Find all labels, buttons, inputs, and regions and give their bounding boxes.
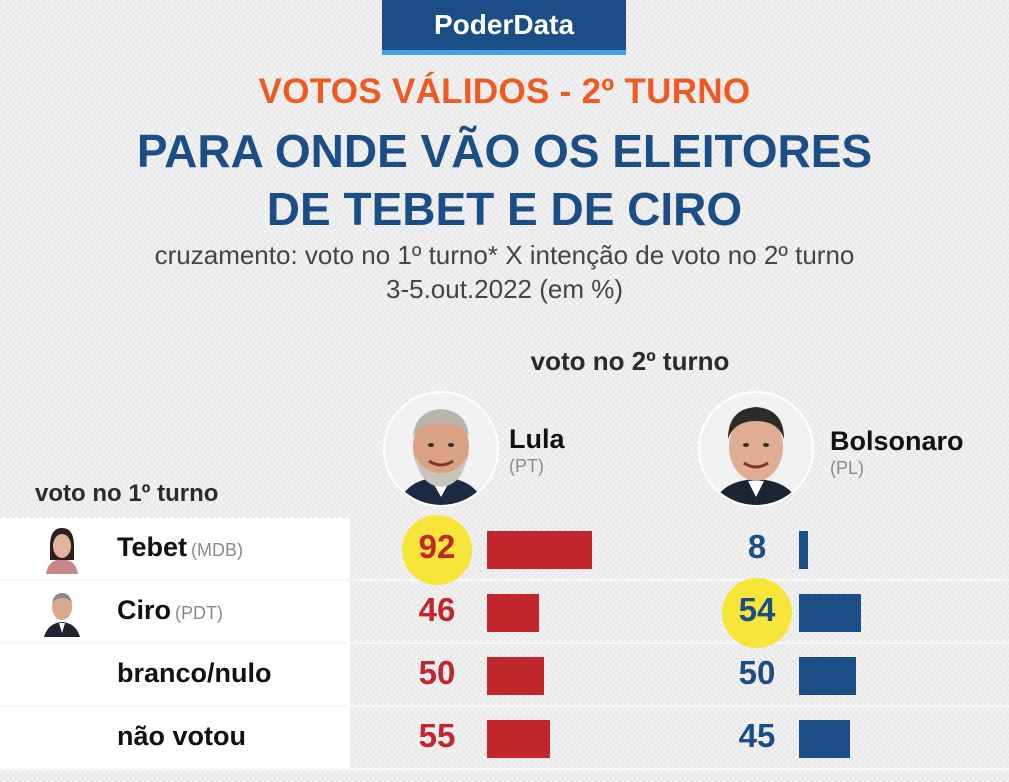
bolsonaro-bar	[799, 657, 856, 695]
lula-bar	[487, 594, 539, 632]
bolsonaro-value: 54	[738, 591, 776, 628]
lula-party: (PT)	[509, 456, 544, 476]
row-label: não votou	[117, 721, 246, 752]
table-row-tebet: Tebet (MDB) 92 8	[0, 515, 1009, 585]
page-title: PARA ONDE VÃO OS ELEITORES DE TEBET E DE…	[0, 122, 1009, 238]
row-group-label: voto no 1º turno	[35, 480, 219, 507]
lula-value: 55	[418, 717, 456, 754]
lula-bar	[487, 657, 544, 695]
bolsonaro-value: 45	[738, 717, 776, 754]
bolsonaro-value: 8	[747, 528, 767, 565]
bolsonaro-bar	[799, 720, 850, 758]
row-label-name: não votou	[117, 721, 246, 751]
row-label-party: (PDT)	[175, 603, 223, 623]
bolsonaro-avatar	[700, 393, 812, 505]
row-label-party: (MDB)	[191, 540, 244, 560]
table-row-ciro: Ciro (PDT) 46 54	[0, 578, 1009, 648]
ciro-avatar	[40, 587, 84, 637]
subtitle: cruzamento: voto no 1º turno* X intenção…	[0, 238, 1009, 306]
lula-name: Lula	[509, 424, 565, 454]
row-label-cell: Ciro (PDT)	[0, 581, 350, 642]
bolsonaro-party: (PL)	[830, 458, 865, 478]
lula-avatar	[385, 393, 497, 505]
kicker: VOTOS VÁLIDOS - 2º TURNO	[258, 72, 751, 111]
row-label-cell: não votou	[0, 707, 350, 768]
row-label-cell: branco/nulo	[0, 644, 350, 705]
row-label-cell: Tebet (MDB)	[0, 518, 350, 579]
table-row-branco-nulo: branco/nulo 50 50	[0, 644, 1009, 707]
row-label: Tebet (MDB)	[117, 532, 243, 563]
title-line-1: PARA ONDE VÃO OS ELEITORES	[136, 125, 873, 177]
bolsonaro-bar	[799, 531, 808, 569]
column-group-label: voto no 2º turno	[530, 346, 730, 376]
lula-bar	[487, 720, 550, 758]
lula-value: 50	[418, 654, 456, 691]
bolsonaro-name: Bolsonaro	[830, 426, 964, 456]
title-line-2: DE TEBET E DE CIRO	[266, 183, 743, 235]
row-label-name: branco/nulo	[117, 658, 272, 688]
bolsonaro-bar	[799, 594, 861, 632]
tebet-avatar	[40, 524, 84, 574]
highlight-circle	[402, 515, 472, 585]
table-row-nao-votou: não votou 55 45	[0, 707, 1009, 770]
lula-value: 92	[418, 528, 456, 565]
subtitle-line-1: cruzamento: voto no 1º turno* X intenção…	[154, 240, 855, 270]
lula-bar	[487, 531, 592, 569]
brand-logo: PoderData	[382, 0, 626, 55]
row-label-name: Tebet	[117, 532, 188, 562]
highlight-circle	[722, 578, 792, 648]
subtitle-line-2: 3-5.out.2022 (em %)	[385, 274, 623, 304]
row-label: Ciro (PDT)	[117, 595, 223, 626]
bolsonaro-value: 50	[738, 654, 776, 691]
row-label: branco/nulo	[117, 658, 272, 689]
row-label-name: Ciro	[117, 595, 171, 625]
lula-value: 46	[418, 591, 456, 628]
